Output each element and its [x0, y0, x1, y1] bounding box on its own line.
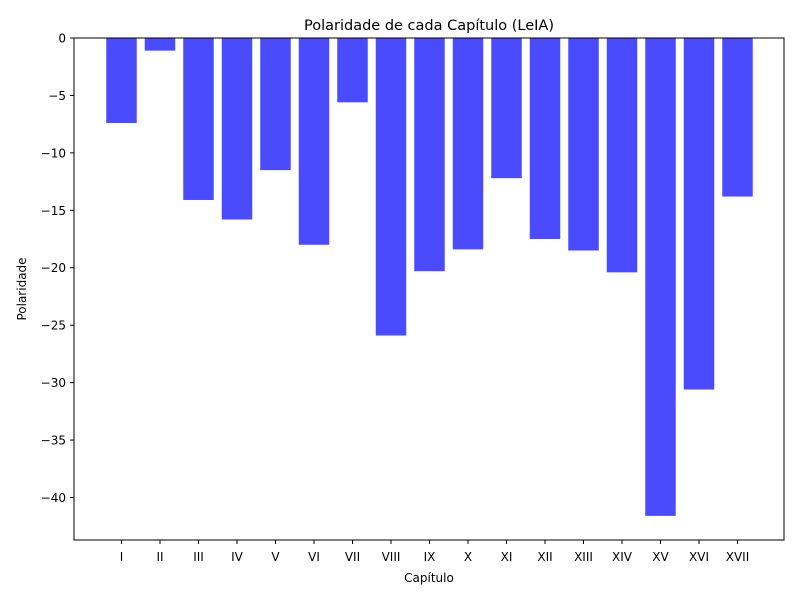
x-tick-label: III	[193, 550, 204, 564]
bar-XIV	[606, 38, 638, 273]
x-tick-label: I	[120, 550, 124, 564]
x-tick-label: XIV	[612, 550, 633, 564]
x-axis-title: Capítulo	[404, 571, 454, 585]
y-tick-label: −30	[41, 376, 66, 390]
x-tick-label: XVI	[689, 550, 709, 564]
bar-III	[183, 38, 214, 200]
x-tick-label: VI	[308, 550, 320, 564]
bar-II	[144, 38, 176, 51]
y-tick-label: −25	[41, 319, 66, 333]
y-tick-label: −20	[41, 261, 66, 275]
y-axis: 0 −5 −10 −15 −20 −25 −30 −35 −40	[41, 32, 74, 505]
bar-IX	[414, 38, 445, 272]
bars-group	[106, 38, 753, 516]
x-tick-label: X	[464, 550, 472, 564]
y-tick-label: −35	[41, 434, 66, 448]
y-tick-label: −5	[48, 89, 66, 103]
bar-IV	[221, 38, 253, 220]
bar-XV	[645, 38, 676, 516]
bar-VI	[298, 38, 330, 245]
bar-XII	[529, 38, 561, 240]
x-tick-label: V	[271, 550, 280, 564]
x-tick-label: II	[156, 550, 163, 564]
y-tick-label: −15	[41, 204, 66, 218]
bar-V	[260, 38, 291, 171]
x-axis: I II III IV V VI VII VIII IX X XI XII XIII XIV XV XVI XV…	[120, 540, 750, 564]
bar-I	[106, 38, 137, 124]
y-tick-label: −10	[41, 146, 66, 160]
bar-XVI	[683, 38, 715, 390]
x-tick-label: XI	[501, 550, 513, 564]
y-axis-title: Polaridade	[15, 257, 29, 320]
x-tick-label: XII	[537, 550, 552, 564]
bar-VII	[337, 38, 368, 103]
bar-VIII	[375, 38, 407, 336]
y-tick-label: −40	[41, 491, 66, 505]
bar-XVII	[722, 38, 753, 197]
x-tick-label: VII	[345, 550, 360, 564]
x-tick-label: XV	[652, 550, 669, 564]
x-tick-label: XVII	[726, 550, 750, 564]
bar-XIII	[568, 38, 599, 251]
x-tick-label: IV	[231, 550, 244, 564]
bar-X	[452, 38, 484, 250]
chart-title: Polaridade de cada Capítulo (LeIA)	[304, 18, 554, 34]
y-tick-label: 0	[58, 32, 66, 46]
x-tick-label: XIII	[574, 550, 593, 564]
x-tick-label: IX	[424, 550, 436, 564]
bar-XI	[491, 38, 522, 179]
x-tick-label: VIII	[382, 550, 401, 564]
